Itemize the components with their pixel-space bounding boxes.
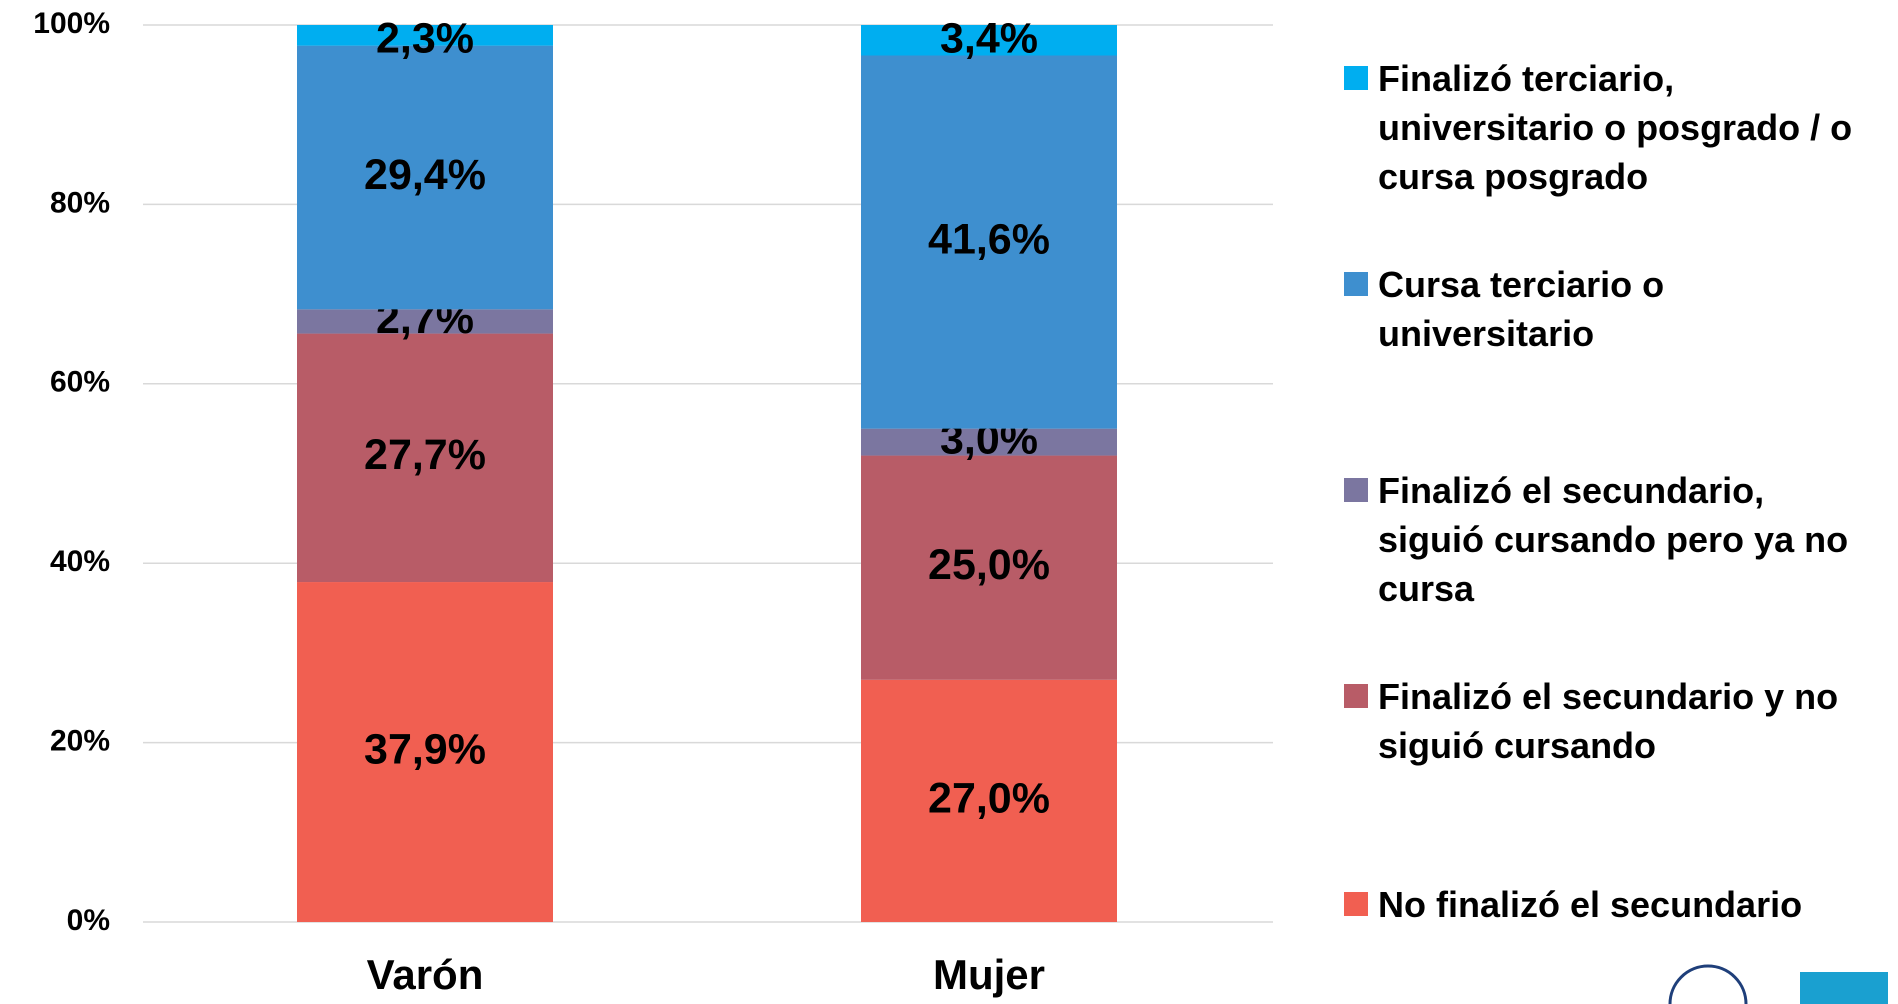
bar-segment xyxy=(861,455,1117,680)
legend-label: Cursa terciario o universitario xyxy=(1378,264,1665,354)
legend-entry: Finalizó el secundario, siguió cursando … xyxy=(1344,466,1874,613)
legend-entry: Finalizó el secundario y no siguió cursa… xyxy=(1344,672,1874,770)
data-label: 29,4% xyxy=(364,151,486,199)
bar-segment xyxy=(297,45,553,310)
data-label: 2,3% xyxy=(376,14,474,62)
y-tick-label: 0% xyxy=(67,904,110,937)
y-tick-label: 100% xyxy=(33,7,110,40)
data-label: 27,0% xyxy=(928,774,1050,822)
legend-swatch xyxy=(1344,478,1368,502)
bar-segment xyxy=(861,25,1117,56)
y-tick-label: 80% xyxy=(50,186,110,219)
x-tick-label: Varón xyxy=(367,951,484,998)
bar-segment xyxy=(297,582,553,922)
legend-entry: Finalizó terciario, universitario o posg… xyxy=(1344,54,1874,201)
legend-swatch xyxy=(1344,272,1368,296)
bar-segment xyxy=(861,679,1117,922)
y-tick-label: 60% xyxy=(50,366,110,399)
legend-entry: No finalizó el secundario xyxy=(1344,880,1874,929)
bar-segment xyxy=(297,309,553,334)
logo-seal xyxy=(1668,964,1748,1004)
bar-segment xyxy=(861,428,1117,456)
legend-swatch xyxy=(1344,892,1368,916)
y-tick-label: 20% xyxy=(50,725,110,758)
x-tick-label: Mujer xyxy=(933,951,1045,998)
legend-label: Finalizó terciario, universitario o posg… xyxy=(1378,58,1853,197)
data-label: 37,9% xyxy=(364,725,486,773)
legend-swatch xyxy=(1344,684,1368,708)
legend-entry: Cursa terciario o universitario xyxy=(1344,260,1874,358)
data-label: 3,4% xyxy=(940,14,1038,62)
data-label: 25,0% xyxy=(928,541,1050,589)
logo-block xyxy=(1800,972,1888,1004)
bar-segment xyxy=(297,333,553,583)
y-tick-label: 40% xyxy=(50,545,110,578)
data-label: 27,7% xyxy=(364,431,486,479)
legend-label: Finalizó el secundario, siguió cursando … xyxy=(1378,470,1849,609)
data-label: 41,6% xyxy=(928,215,1050,263)
legend-swatch xyxy=(1344,66,1368,90)
legend-label: Finalizó el secundario y no siguió cursa… xyxy=(1378,676,1839,766)
bar-segment xyxy=(297,25,553,46)
legend-label: No finalizó el secundario xyxy=(1378,884,1803,925)
bar-segment xyxy=(861,55,1117,429)
